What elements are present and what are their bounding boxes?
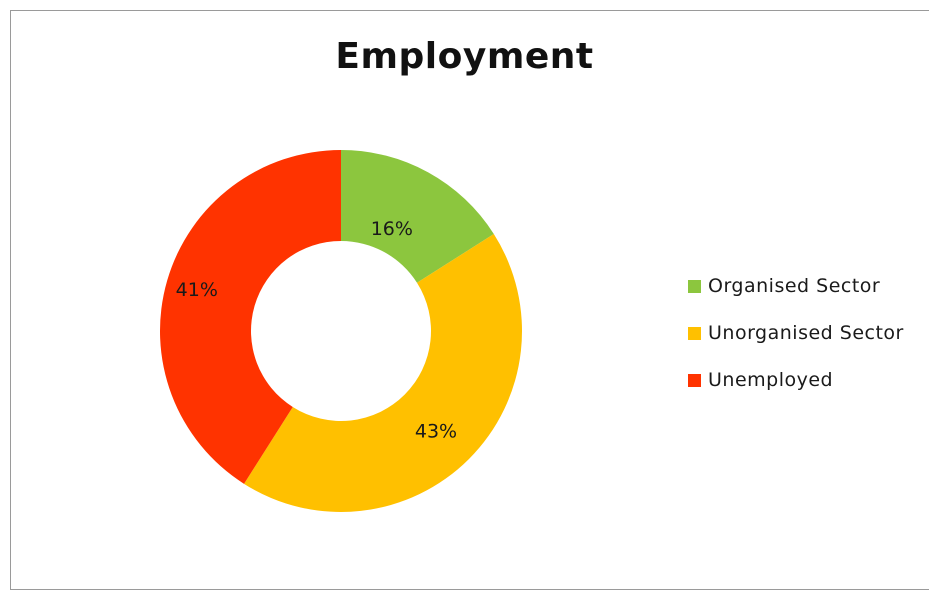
legend-label: Unorganised Sector	[708, 322, 904, 344]
data-label-unorganised-sector: 43%	[415, 420, 457, 442]
legend-swatch-organised-sector	[688, 280, 701, 293]
donut-slice-unemployed	[160, 150, 341, 484]
legend-item-organised-sector: Organised Sector	[688, 269, 904, 316]
legend-item-unemployed: Unemployed	[688, 363, 904, 410]
legend-label: Organised Sector	[708, 275, 881, 297]
legend-swatch-unemployed	[688, 374, 701, 387]
data-label-organised-sector: 16%	[371, 218, 413, 240]
donut-chart: 16% 43% 41%	[160, 150, 523, 513]
legend-label: Unemployed	[708, 369, 834, 391]
legend-item-unorganised-sector: Unorganised Sector	[688, 316, 904, 363]
legend-swatch-unorganised-sector	[688, 327, 701, 340]
chart-title: Employment	[335, 36, 594, 77]
data-label-unemployed: 41%	[176, 279, 218, 301]
donut-slice-unorganised-sector	[244, 234, 523, 513]
legend: Organised Sector Unorganised Sector Unem…	[688, 269, 904, 410]
donut-slice-organised-sector	[341, 150, 494, 283]
